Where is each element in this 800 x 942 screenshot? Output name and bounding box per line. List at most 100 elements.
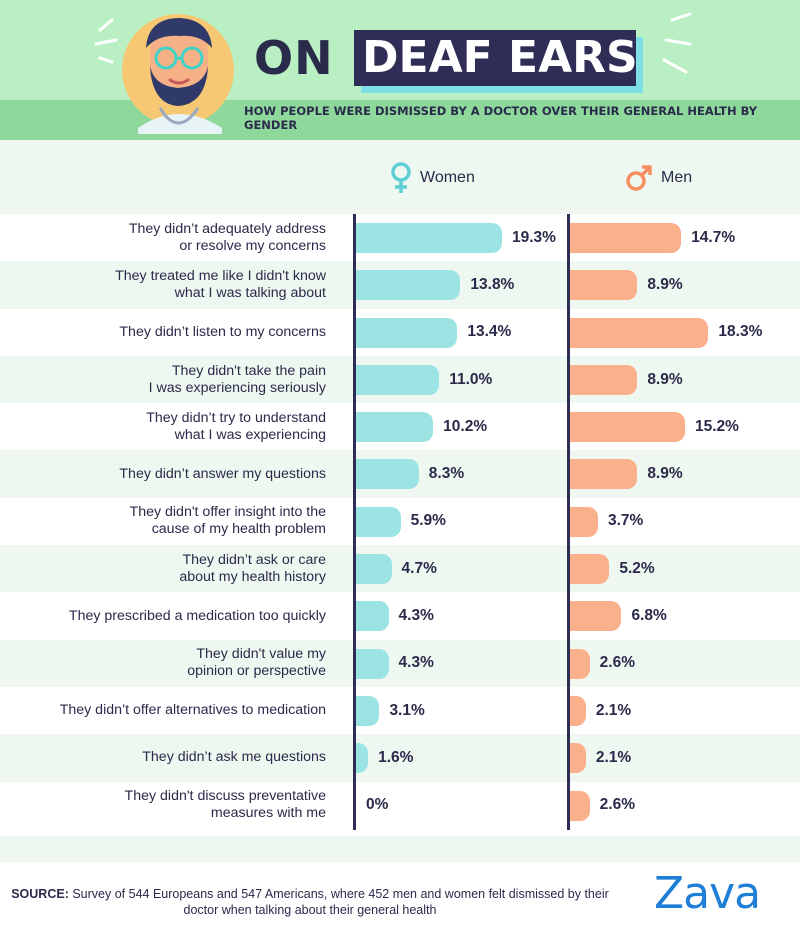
men-value-label: 18.3% (718, 323, 763, 341)
men-value-label: 6.8% (631, 607, 667, 625)
women-value-label: 19.3% (512, 228, 556, 246)
women-value-label: 4.7% (401, 559, 437, 577)
men-bar (570, 412, 685, 443)
brand-logo: Zava (654, 868, 761, 919)
women-value-label: 3.1% (389, 701, 425, 719)
male-symbol-icon (626, 165, 652, 191)
female-symbol-icon (391, 162, 411, 193)
women-bar (356, 506, 401, 537)
legend-women-label: Women (420, 169, 475, 186)
header-banner: ON DEAF EARS HOW PEOPLE WERE DISMISSED B… (0, 0, 800, 140)
header-strip (0, 100, 800, 140)
footer-band (0, 836, 800, 862)
page-title: DEAF EARS (362, 32, 638, 83)
women-bar (356, 317, 458, 348)
men-bar (570, 648, 590, 679)
category-label: They didn't take the pain I was experien… (148, 362, 326, 396)
women-bar (356, 364, 440, 395)
men-bar (570, 601, 622, 632)
women-bar (356, 459, 419, 490)
women-value-label: 4.3% (398, 607, 434, 625)
sparkle-decoration-icon (94, 12, 692, 74)
women-value-label: 0% (366, 796, 389, 814)
men-bar (570, 270, 638, 301)
men-value-label: 2.6% (599, 796, 635, 814)
chart-row: They didn't discuss preventative measure… (0, 782, 800, 829)
category-label: They didn’t try to understand what I was… (146, 409, 326, 443)
men-bar (570, 743, 586, 774)
men-value-label: 3.7% (607, 512, 644, 530)
women-value-label: 13.4% (467, 323, 512, 341)
bar-chart: They didn’t adequately address or resolv… (0, 214, 800, 829)
men-value-label: 5.2% (619, 559, 655, 577)
category-label: They didn't discuss preventative measure… (124, 788, 326, 822)
women-value-label: 13.8% (470, 275, 515, 293)
women-value-label: 4.3% (398, 654, 434, 672)
men-bar (570, 506, 598, 537)
men-axis-line (567, 214, 570, 830)
women-bar (356, 743, 369, 774)
women-value-label: 11.0% (449, 370, 493, 388)
women-bar (356, 412, 434, 443)
source-label: SOURCE: (11, 887, 69, 901)
chart-row: They didn't value my opinion or perspect… (0, 639, 800, 687)
men-value-label: 8.9% (647, 370, 683, 388)
category-label: They didn’t adequately address or resolv… (128, 220, 326, 254)
chart-row: They didn’t adequately address or resolv… (0, 214, 800, 261)
women-value-label: 10.2% (443, 417, 488, 435)
men-value-label: 15.2% (694, 417, 739, 435)
category-label: They treated me like I didn't know what … (115, 267, 326, 301)
men-bar (570, 364, 638, 395)
men-bar (570, 554, 610, 585)
doctor-illustration-icon (122, 14, 234, 134)
men-value-label: 8.9% (647, 465, 683, 483)
women-bar (356, 601, 389, 632)
men-value-label: 2.1% (595, 701, 632, 719)
page-subtitle: HOW PEOPLE WERE DISMISSED BY A DOCTOR OV… (244, 104, 758, 132)
title-prefix: ON (254, 31, 334, 85)
legend-band (0, 140, 800, 214)
men-bar (570, 790, 590, 821)
legend-women: Women (390, 160, 475, 196)
men-value-label: 2.1% (595, 748, 632, 766)
chart-row: They didn’t offer alternatives to medica… (0, 687, 800, 734)
chart-row: They treated me like I didn't know what … (0, 261, 800, 309)
men-bar (570, 695, 586, 726)
chart-row: They didn’t ask or care about my health … (0, 545, 800, 593)
chart-row: They didn’t listen to my concerns 13.4% 18… (0, 309, 800, 356)
women-bar (356, 554, 392, 585)
category-label: They didn’t listen to my concerns (119, 323, 326, 340)
men-bar (570, 317, 709, 348)
women-bar (356, 695, 380, 726)
chart-row: They didn’t ask me questions 1.6% 2.1% (0, 734, 800, 782)
category-label: They didn't offer insight into the cause… (129, 504, 326, 538)
category-label: They didn’t answer my questions (119, 465, 326, 482)
category-label: They didn’t offer alternatives to medica… (59, 702, 326, 719)
men-bar (570, 223, 682, 253)
category-label: They didn't value my opinion or perspect… (187, 646, 326, 680)
men-value-label: 2.6% (599, 654, 635, 672)
chart-row: They didn’t try to understand what I was… (0, 403, 800, 450)
women-bar (356, 270, 461, 301)
chart-row: They didn't take the pain I was experien… (0, 355, 800, 404)
source-text: Survey of 544 Europeans and 547 American… (68, 887, 609, 917)
women-bar (356, 223, 502, 253)
footer (0, 862, 800, 942)
category-label: They didn’t ask or care about my health … (179, 551, 326, 585)
chart-row: They prescribed a medication too quickly… (0, 592, 800, 639)
men-value-label: 14.7% (691, 228, 736, 246)
women-value-label: 1.6% (378, 748, 414, 766)
category-label: They didn’t ask me questions (142, 749, 326, 766)
men-value-label: 8.9% (647, 275, 683, 293)
women-value-label: 8.3% (428, 465, 465, 483)
chart-row: They didn’t answer my questions 8.3% 8.9% (0, 450, 800, 498)
legend-men: Men (625, 160, 692, 196)
chart-row: They didn't offer insight into the cause… (0, 498, 800, 545)
legend-men-label: Men (661, 169, 693, 186)
source-note: SOURCE: Survey of 544 Europeans and 547 … (0, 886, 620, 918)
women-value-label: 5.9% (410, 512, 446, 530)
title-highlight-box (354, 30, 636, 86)
men-bar (570, 459, 638, 490)
category-label: They prescribed a medication too quickly (68, 607, 326, 624)
women-bar (356, 648, 389, 679)
